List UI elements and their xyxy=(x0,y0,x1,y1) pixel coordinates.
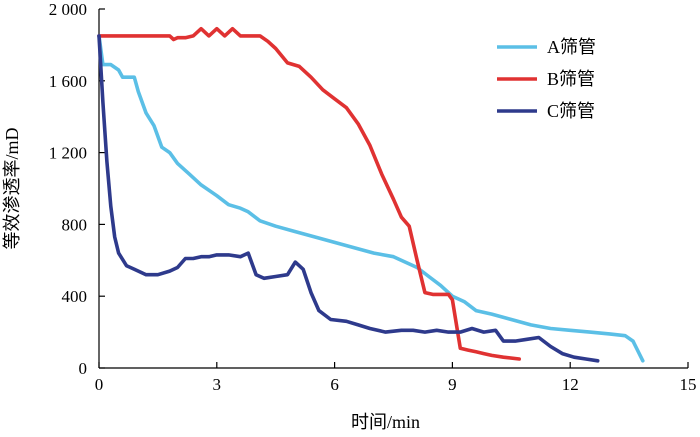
x-tick-label: 15 xyxy=(680,375,697,394)
y-tick-label: 1 600 xyxy=(49,72,87,91)
legend-label-2: B筛管 xyxy=(547,69,595,89)
y-tick-label: 1 200 xyxy=(49,144,87,163)
series-line-1 xyxy=(97,34,645,363)
legend-label-1: A筛管 xyxy=(547,37,596,57)
x-tick-label: 0 xyxy=(95,375,104,394)
series-line-3 xyxy=(97,34,600,363)
x-axis-title: 时间/min xyxy=(351,412,420,432)
y-axis-title: 等效渗透率/mD xyxy=(2,127,22,249)
legend-label-3: C筛管 xyxy=(547,101,595,121)
x-tick-label: 3 xyxy=(213,375,222,394)
tick-marks: 0 3 6 9 12 15 0 400 800 1 200 1 600 2 000 xyxy=(49,0,697,394)
y-tick-label: 400 xyxy=(62,287,88,306)
legend: A筛管 B筛管 C筛管 xyxy=(497,37,596,121)
series-line-2 xyxy=(97,26,521,361)
x-tick-label: 9 xyxy=(448,375,457,394)
y-tick-label: 800 xyxy=(62,215,88,234)
x-tick-label: 12 xyxy=(562,375,579,394)
y-tick-label: 2 000 xyxy=(49,0,87,19)
axes xyxy=(98,9,688,369)
x-tick-label: 6 xyxy=(330,375,339,394)
y-tick-label: 0 xyxy=(79,359,88,378)
series-layer xyxy=(97,26,645,363)
